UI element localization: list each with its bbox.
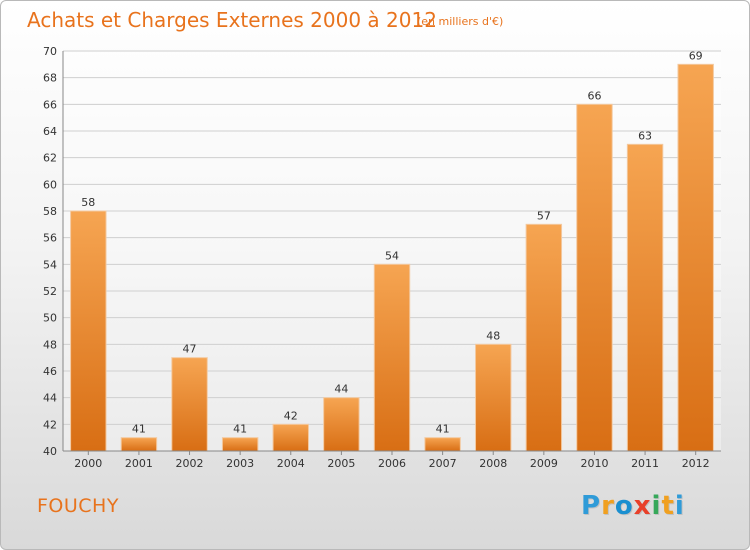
bar-value-label: 41	[132, 423, 146, 436]
bar	[475, 343, 512, 452]
y-tick-label: 70	[43, 45, 57, 58]
x-tick-label: 2005	[327, 457, 355, 470]
bar	[626, 143, 664, 452]
bar-value-label: 47	[183, 343, 197, 356]
y-tick-label: 54	[43, 258, 57, 271]
bar	[576, 103, 613, 452]
bar-value-label: 44	[334, 383, 348, 396]
bar-value-label: 41	[436, 423, 450, 436]
bar-value-label: 42	[284, 409, 298, 422]
bar	[677, 63, 714, 452]
bars: 58 41 47 41 42 44 54 41 48 57 66 63 69	[70, 49, 714, 452]
axes: 40 42 44 46 48 50 52 54 56 58 60 62 64 66 68 70 2000 2001…	[43, 45, 721, 470]
bar	[70, 210, 107, 452]
x-tick-label: 2003	[226, 457, 254, 470]
y-tick-label: 48	[43, 338, 57, 351]
y-tick-label: 56	[43, 232, 57, 245]
y-tick-label: 68	[43, 72, 57, 85]
bar-value-label: 41	[233, 423, 247, 436]
bar	[272, 423, 309, 452]
bar	[323, 397, 360, 452]
bar-value-label: 66	[587, 89, 601, 102]
logo-letter: P	[581, 491, 602, 521]
bar-value-label: 54	[385, 249, 399, 262]
logo-letter: t	[661, 491, 675, 521]
y-tick-label: 40	[43, 445, 57, 458]
y-tick-label: 66	[43, 98, 57, 111]
proxiti-logo[interactable]: Proxiti	[581, 491, 685, 521]
bar-value-label: 57	[537, 209, 551, 222]
x-tick-label: 2009	[530, 457, 558, 470]
x-tick-label: 2010	[580, 457, 608, 470]
y-tick-label: 46	[43, 365, 57, 378]
y-tick-label: 64	[43, 125, 57, 138]
x-tick-label: 2006	[378, 457, 406, 470]
chart-subtitle: (en milliers d'€)	[417, 15, 504, 28]
location-name: FOUCHY	[37, 495, 119, 517]
logo-letter: o	[614, 491, 634, 521]
bar	[373, 263, 411, 452]
y-tick-label: 60	[43, 178, 57, 191]
y-tick-label: 52	[43, 285, 57, 298]
y-tick-label: 58	[43, 205, 57, 218]
chart-title: Achats et Charges Externes 2000 à 2012	[27, 8, 437, 32]
bar-value-label: 48	[486, 329, 500, 342]
x-tick-label: 2001	[125, 457, 153, 470]
bar	[221, 437, 259, 452]
x-tick-label: 2008	[479, 457, 507, 470]
x-tick-label: 2004	[277, 457, 305, 470]
logo-letter: i	[674, 491, 685, 521]
logo-letter: r	[601, 491, 615, 521]
logo-letter: i	[651, 491, 662, 521]
x-tick-label: 2002	[176, 457, 204, 470]
bar-value-label: 69	[689, 49, 703, 62]
bar-value-label: 63	[638, 129, 652, 142]
x-tick-label: 2007	[429, 457, 457, 470]
bar	[120, 437, 158, 452]
y-tick-label: 42	[43, 418, 57, 431]
y-tick-label: 44	[43, 392, 57, 405]
bar	[424, 437, 461, 452]
y-tick-label: 50	[43, 312, 57, 325]
x-tick-label: 2012	[682, 457, 710, 470]
bar	[171, 357, 208, 452]
x-tick-label: 2011	[631, 457, 659, 470]
y-tick-label: 62	[43, 152, 57, 165]
x-tick-label: 2000	[74, 457, 102, 470]
logo-letter: x	[633, 491, 652, 521]
bar-value-label: 58	[81, 196, 95, 209]
bar	[525, 223, 563, 452]
